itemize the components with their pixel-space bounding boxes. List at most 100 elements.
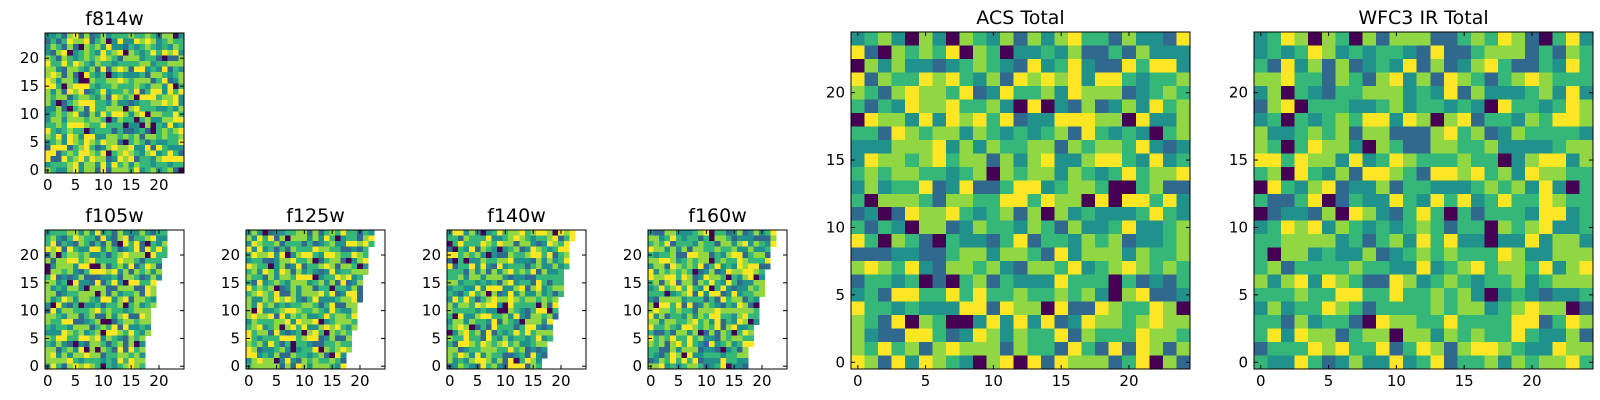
heatmap-cell	[447, 246, 453, 253]
heatmap-cell	[731, 357, 738, 364]
heatmap-cell	[524, 257, 531, 264]
heatmap-cell	[558, 246, 565, 253]
heatmap-cell	[72, 61, 79, 67]
heatmap-cell	[1162, 328, 1177, 343]
heatmap-cell	[675, 291, 682, 298]
heatmap-cell	[720, 257, 727, 264]
heatmap-cell	[1040, 247, 1055, 262]
heatmap-cell	[50, 133, 57, 140]
heatmap-cell	[257, 357, 264, 364]
heatmap-cell	[945, 247, 960, 262]
heatmap-cell	[100, 100, 107, 107]
heatmap-cell	[547, 285, 554, 292]
heatmap-cell	[541, 230, 548, 236]
heatmap-cell	[474, 330, 481, 337]
heatmap-cell	[1389, 139, 1404, 154]
heatmap-cell	[72, 66, 79, 73]
heatmap-cell	[284, 330, 291, 337]
heatmap-cell	[1267, 247, 1282, 262]
heatmap-cell	[480, 341, 487, 348]
heatmap-cell	[117, 167, 124, 174]
heatmap-cell	[106, 302, 113, 309]
heatmap-cell	[959, 288, 974, 302]
heatmap-cell	[61, 252, 68, 259]
heatmap-cell	[1281, 274, 1296, 289]
heatmap-cell	[1162, 58, 1177, 73]
heatmap-cell	[1416, 139, 1431, 154]
heatmap-cell	[452, 291, 459, 298]
heatmap-cell	[864, 207, 879, 222]
heatmap-cell	[973, 315, 987, 329]
heatmap-cell	[469, 330, 476, 337]
heatmap-cell	[891, 85, 906, 100]
heatmap-cell	[905, 247, 920, 262]
heatmap-cell	[1081, 139, 1096, 154]
heatmap-cell	[469, 346, 476, 353]
heatmap-cell	[45, 263, 51, 270]
heatmap-cell	[1403, 328, 1418, 343]
heatmap-cell	[905, 234, 920, 249]
heatmap-cell	[1027, 234, 1042, 249]
heatmap-cell	[95, 363, 101, 370]
heatmap-cell	[497, 285, 503, 292]
heatmap-cell	[1013, 45, 1028, 60]
heatmap-cell	[1108, 274, 1123, 289]
heatmap-cell	[502, 341, 509, 348]
heatmap-cell	[172, 105, 179, 112]
heatmap-cell	[106, 313, 113, 320]
heatmap-cell	[95, 55, 101, 62]
heatmap-cell	[318, 307, 325, 314]
heatmap-cell	[1000, 58, 1015, 73]
heatmap-cell	[524, 313, 531, 320]
heatmap-cell	[1348, 274, 1363, 289]
heatmap-cell	[1335, 45, 1350, 60]
heatmap-cell	[262, 274, 269, 281]
heatmap-cell	[1321, 58, 1336, 73]
heatmap-cell	[45, 296, 51, 303]
heatmap-cell	[1108, 207, 1123, 222]
heatmap-cell	[357, 241, 364, 248]
heatmap-cell	[552, 257, 559, 264]
heatmap-cell	[491, 285, 498, 292]
heatmap-cell	[100, 352, 107, 359]
heatmap-cell	[150, 161, 157, 168]
heatmap-cell	[513, 285, 520, 292]
heatmap-cell	[659, 291, 666, 298]
heatmap-cell	[709, 302, 716, 309]
x-tick-label: 20	[1119, 372, 1138, 390]
heatmap-cell	[122, 89, 129, 95]
heatmap-cell	[513, 330, 520, 337]
heatmap-cell	[1067, 180, 1082, 195]
heatmap-cell	[72, 38, 79, 45]
heatmap-cell	[296, 324, 302, 331]
heatmap-cell	[145, 66, 152, 73]
heatmap-cell	[279, 341, 286, 348]
heatmap-cell	[1565, 58, 1580, 73]
heatmap-cell	[714, 263, 721, 270]
heatmap-cell	[50, 83, 57, 90]
heatmap-cell	[133, 241, 140, 248]
heatmap-cell	[1457, 58, 1472, 73]
heatmap-cell	[1054, 180, 1069, 195]
heatmap-cell	[681, 352, 688, 359]
heatmap-cell	[1054, 32, 1069, 46]
heatmap-cell	[72, 313, 79, 320]
heatmap-cell	[463, 296, 470, 303]
y-tick-label: 10	[221, 302, 240, 320]
heatmap-cell	[703, 235, 710, 242]
heatmap-cell	[1162, 85, 1177, 100]
heatmap-cell	[72, 111, 79, 118]
heatmap-cell	[552, 274, 559, 281]
heatmap-cell	[117, 133, 124, 140]
heatmap-cell	[72, 44, 79, 51]
heatmap-cell	[156, 156, 163, 163]
heatmap-cell	[133, 89, 140, 95]
heatmap-cell	[959, 247, 974, 262]
heatmap-cell	[1484, 261, 1499, 276]
heatmap-cell	[150, 241, 157, 248]
heatmap-cell	[89, 335, 96, 342]
heatmap-cell	[986, 72, 1001, 87]
heatmap-cell	[703, 324, 710, 331]
heatmap-cell	[759, 280, 766, 286]
heatmap-cell	[150, 246, 157, 253]
